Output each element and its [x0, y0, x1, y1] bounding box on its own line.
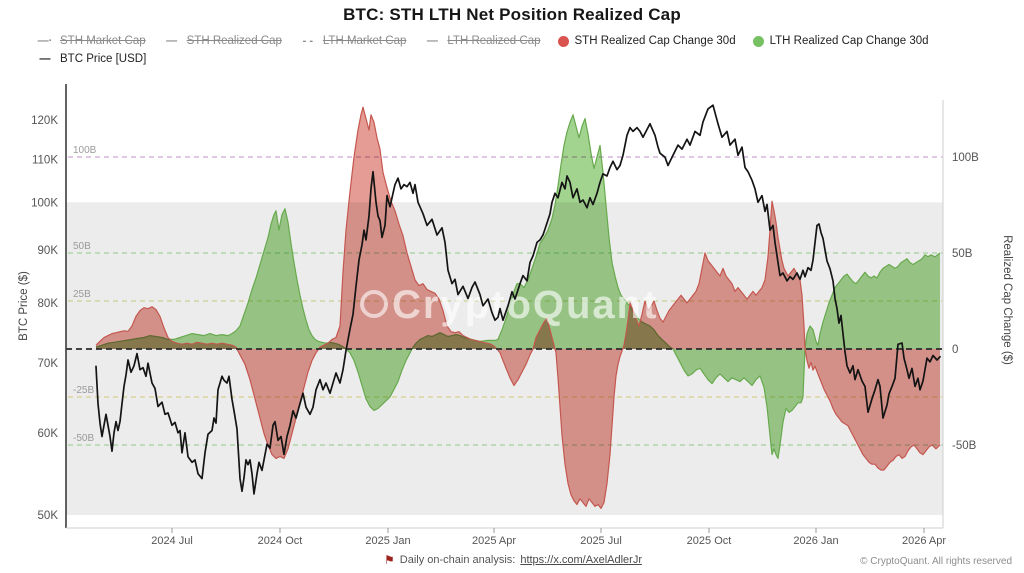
legend-item-sth-realized-cap-change-30d[interactable]: STH Realized Cap Change 30d	[557, 35, 736, 47]
lth-area-edge	[95, 114, 941, 459]
x-tick-label: 2024 Jul	[151, 535, 193, 547]
price-tick-label: 100K	[31, 197, 58, 209]
cap-tick-label: 50B	[952, 248, 973, 260]
lth-area-series	[96, 114, 940, 459]
right-axis-title: Realized Cap Change ($)	[1001, 235, 1013, 365]
x-tick-label: 2025 Apr	[472, 535, 516, 547]
legend-item-btc-price-usd-[interactable]: — BTC Price [USD]	[36, 53, 147, 65]
cryptoquant-watermark: CryptoQuant	[392, 283, 658, 327]
x-tick-label: 2025 Jul	[580, 535, 622, 547]
legend-label: BTC Price [USD]	[60, 53, 147, 65]
copyright-text: © CryptoQuant. All rights reserved	[860, 556, 1012, 567]
gridline-label: 50B	[73, 241, 91, 252]
gridline-label: -50B	[73, 433, 94, 444]
legend-line-icon: —	[166, 35, 178, 47]
footer: ⚑ Daily on-chain analysis: https://x.com…	[0, 552, 1024, 572]
footer-note-text: Daily on-chain analysis:	[399, 554, 516, 566]
x-tick-label: 2025 Oct	[687, 535, 732, 547]
legend-dot-icon	[557, 35, 569, 47]
price-tick-label: 80K	[38, 298, 59, 310]
legend-dot-icon	[752, 35, 764, 47]
legend-line-dashdot-icon: —·	[37, 35, 53, 47]
legend-label: LTH Realized Cap Change 30d	[769, 35, 929, 47]
sth-area-edge	[95, 106, 941, 509]
flag-icon: ⚑	[384, 553, 395, 567]
price-tick-label: 90K	[38, 245, 59, 257]
gridline-label: 100B	[73, 145, 97, 156]
legend-item-sth-realized-cap[interactable]: — STH Realized Cap	[163, 35, 282, 47]
legend-line-icon: —	[39, 53, 51, 65]
price-tick-label: 110K	[32, 154, 58, 166]
legend-line-icon: —	[426, 35, 438, 47]
cap-tick-label: 100B	[952, 152, 979, 164]
x-tick-label: 2024 Oct	[258, 535, 303, 547]
btc-price-line-series	[95, 104, 941, 495]
left-axis-title: BTC Price ($)	[18, 271, 30, 341]
price-tick-label: 60K	[38, 428, 59, 440]
footer-note: ⚑ Daily on-chain analysis: https://x.com…	[384, 554, 642, 566]
cryptoquant-logo-icon	[360, 290, 388, 318]
cap-tick-label: 0	[952, 344, 958, 356]
price-tick-label: 120K	[31, 115, 58, 127]
x-tick-label: 2026 Apr	[902, 535, 946, 547]
price-tick-label: 70K	[38, 358, 59, 370]
price-tick-label: 50K	[38, 510, 59, 522]
chart-title: BTC: STH LTH Net Position Realized Cap	[343, 5, 681, 24]
legend-label: STH Realized Cap	[186, 35, 282, 47]
legend-item-lth-market-cap[interactable]: - - LTH Market Cap	[299, 35, 407, 47]
legend-item-sth-market-cap[interactable]: —· STH Market Cap	[36, 35, 146, 47]
legend-label: STH Realized Cap Change 30d	[574, 35, 736, 47]
legend-label: STH Market Cap	[60, 35, 146, 47]
legend-label: LTH Realized Cap	[447, 35, 541, 47]
legend-label: LTH Market Cap	[322, 35, 407, 47]
legend-line-dashed-icon: - -	[302, 35, 314, 47]
gridline-label: -25B	[73, 385, 94, 396]
legend-item-lth-realized-cap-change-30d[interactable]: LTH Realized Cap Change 30d	[752, 35, 929, 47]
author-link[interactable]: https://x.com/AxelAdlerJr	[520, 554, 642, 566]
legend-item-lth-realized-cap[interactable]: — LTH Realized Cap	[423, 35, 541, 47]
cap-tick-label: -50B	[952, 440, 977, 452]
gridline-label: 25B	[73, 289, 91, 300]
legend: —· STH Market Cap — STH Realized Cap - - LTH …	[36, 35, 988, 65]
x-tick-label: 2026 Jan	[793, 535, 838, 547]
x-tick-label: 2025 Jan	[365, 535, 410, 547]
sth-area-series	[96, 107, 940, 509]
